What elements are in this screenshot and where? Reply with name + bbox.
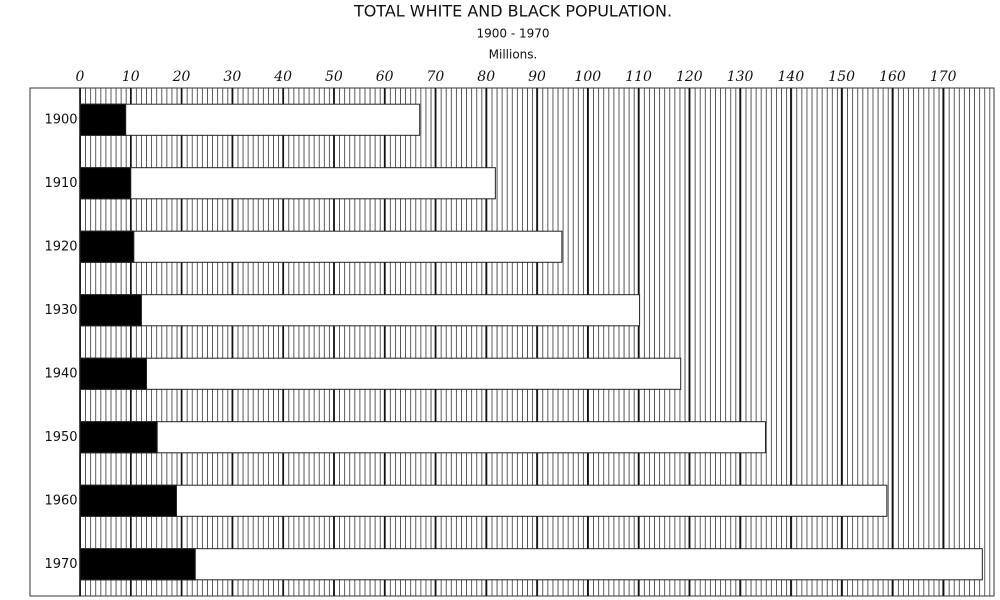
chart-title: TOTAL WHITE AND BLACK POPULATION. (353, 2, 672, 21)
bar (79, 294, 142, 327)
bar (79, 230, 563, 263)
bar (79, 103, 421, 136)
chart-subtitle: 1900 - 1970 (476, 27, 549, 41)
bar (79, 357, 148, 390)
bar (79, 103, 127, 136)
x-tick-label: 170 (930, 69, 957, 85)
x-tick-label: 20 (172, 69, 191, 85)
x-tick-label: 110 (625, 69, 652, 85)
bar (79, 167, 132, 200)
x-tick-label: 50 (325, 69, 343, 85)
y-tick-label: 1900 (44, 112, 77, 127)
y-tick-label: 1930 (44, 303, 77, 318)
bar (79, 167, 496, 200)
x-tick-label: 90 (528, 69, 546, 85)
x-tick-label: 130 (727, 69, 754, 85)
x-tick-label: 30 (223, 69, 241, 85)
bar (79, 357, 682, 390)
y-tick-label: 1910 (44, 176, 77, 191)
y-tick-label: 1950 (44, 430, 77, 445)
bar (79, 230, 135, 263)
x-tick-label: 10 (122, 69, 140, 85)
x-tick-label: 120 (676, 69, 703, 85)
bar (79, 548, 983, 581)
y-tick-label: 1940 (44, 366, 77, 381)
x-tick-label: 60 (376, 69, 394, 85)
bar (79, 421, 158, 454)
x-tick-label: 150 (828, 69, 855, 85)
x-tick-label: 0 (76, 69, 85, 85)
bar (79, 484, 177, 517)
x-tick-label: 100 (574, 69, 601, 85)
y-tick-label: 1960 (44, 493, 77, 508)
bar (79, 421, 766, 454)
y-tick-label: 1970 (44, 557, 77, 572)
x-tick-label: 40 (273, 69, 292, 85)
bar (79, 294, 641, 327)
axis-label: Millions. (489, 48, 538, 62)
x-tick-label: 70 (427, 69, 445, 85)
x-tick-label: 80 (477, 69, 495, 85)
x-tick-label: 160 (879, 69, 906, 85)
x-tick-label: 140 (778, 69, 805, 85)
bar (79, 484, 888, 517)
y-tick-label: 1920 (44, 239, 77, 254)
bar (79, 548, 196, 581)
